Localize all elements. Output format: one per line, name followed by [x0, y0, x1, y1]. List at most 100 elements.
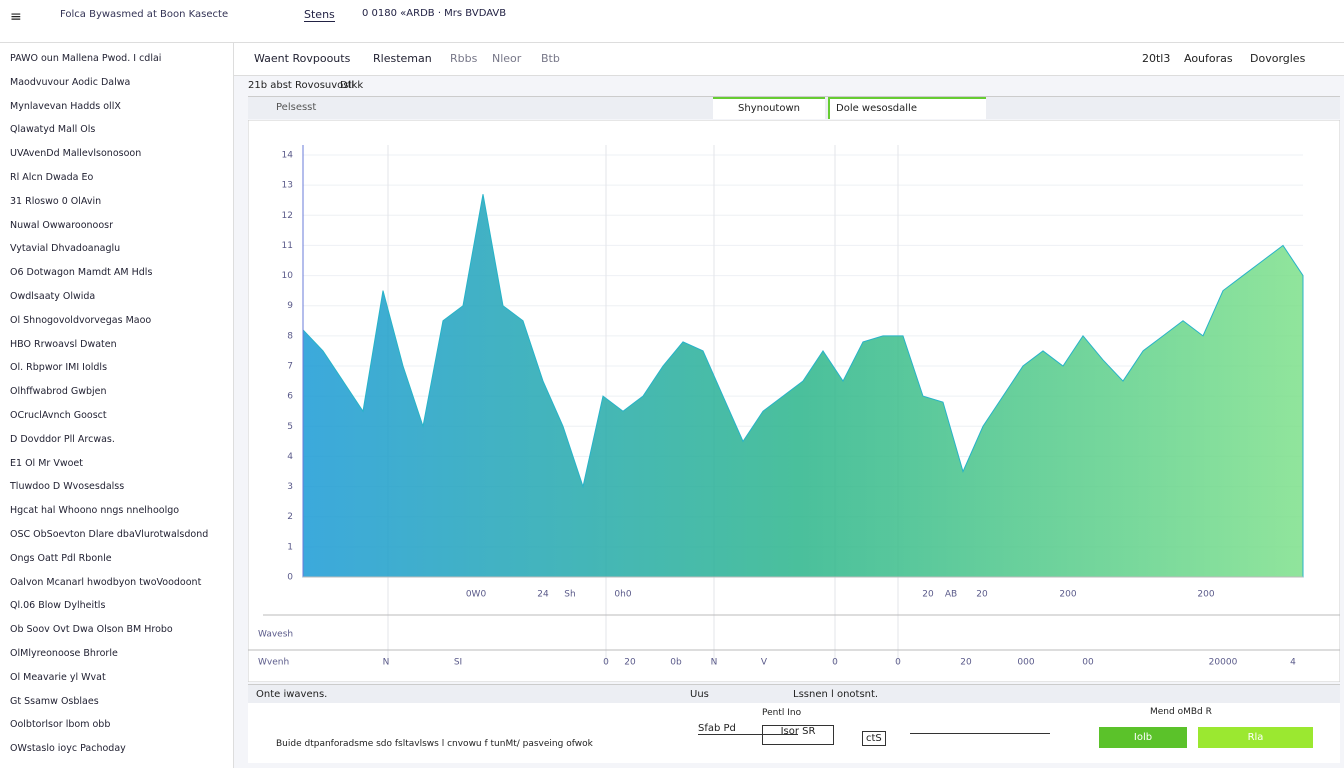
sidebar: PAWO oun Mallena Pwod. I cdlai Maodvuvour…	[0, 43, 234, 768]
y-tick-label: 6	[287, 392, 293, 402]
nav-item[interactable]: Ol Meavarie yl Wvat	[10, 671, 106, 683]
nav-item[interactable]: E1 Ol Mr Vwoet	[10, 457, 83, 469]
label: Mend oMBd R	[1150, 707, 1212, 717]
nav-item[interactable]: 31 Rloswo 0 OlAvin	[10, 195, 102, 207]
y-tick-label: 2	[287, 512, 293, 522]
nav-item[interactable]: Maodvuvour Aodic Dalwa	[10, 76, 131, 88]
nav-item[interactable]: Ol Shnogovoldvorvegas Maoo	[10, 314, 152, 326]
search[interactable]: Pelsesst	[276, 102, 317, 113]
x-tick-label: 200	[1197, 590, 1214, 600]
button[interactable]: Rla	[1198, 727, 1313, 748]
input[interactable]: ctS	[862, 731, 886, 746]
nav-item[interactable]: Ql.06 Blow Dylheitls	[10, 600, 106, 612]
y-tick-label: 13	[282, 181, 293, 191]
input[interactable]: Sfab Pd	[698, 723, 798, 735]
axis-label: Wvenh	[258, 658, 289, 668]
strip-label: Wavesh	[258, 630, 293, 640]
axis-tick: 0	[832, 658, 838, 668]
tab-right[interactable]: 20tl3	[1142, 52, 1171, 65]
x-tick-label: 0h0	[614, 590, 631, 600]
nav-item[interactable]: Olhffwabrod Gwbjen	[10, 386, 107, 398]
axis-tick: SI	[454, 658, 462, 668]
column-label: Uus	[690, 689, 709, 700]
nav-item[interactable]: OCruclAvnch Goosct	[10, 410, 107, 421]
y-tick-label: 9	[287, 301, 293, 311]
panel-title: Onte iwavens.	[256, 689, 328, 700]
column-label: Lssnen l onotsnt.	[793, 689, 879, 700]
y-tick-label: 11	[282, 241, 293, 251]
x-tick-label: 0W0	[466, 590, 487, 600]
input[interactable]: Isor SR	[762, 725, 834, 745]
toolbar-tab[interactable]: Shynoutown	[713, 97, 825, 119]
y-tick-label: 5	[287, 422, 293, 432]
nav-item[interactable]: Owdlsaaty Olwida	[10, 291, 96, 302]
button[interactable]: Iolb	[1099, 727, 1187, 748]
x-tick-label: Sh	[564, 590, 575, 600]
y-tick-label: 12	[282, 211, 293, 221]
nav-item[interactable]: Gt Ssamw Osblaes	[10, 695, 99, 707]
nav-item[interactable]: Vytavial Dhvadoanaglu	[10, 243, 121, 255]
nav-item[interactable]: D Dovddor Pll Arcwas.	[10, 433, 115, 445]
axis-tick: 20000	[1209, 658, 1238, 668]
x-tick-label: AB	[945, 590, 957, 600]
toolbar-tab[interactable]: Dole wesosdalle	[828, 97, 986, 119]
nav-item[interactable]: Ob Soov Ovt Dwa Olson BM Hrobo	[10, 624, 173, 636]
nav-item[interactable]: OlMlyreonoose Bhrorle	[10, 648, 118, 659]
nav-item[interactable]: Tluwdoo D Wvosesdalss	[10, 481, 125, 493]
tab-right[interactable]: Dovorgles	[1250, 52, 1306, 65]
breadcrumb: 21b abst Rovosuvosll	[248, 80, 355, 91]
y-tick-label: 8	[287, 331, 293, 341]
y-tick-label: 7	[287, 362, 293, 372]
nav-item[interactable]: Nuwal Owwaroonoosr	[10, 219, 114, 231]
bottom-panel: Onte iwavens. Uus Lssnen l onotsnt. Buid…	[248, 684, 1340, 763]
x-tick-label: 20	[976, 590, 988, 600]
top-bar: ≡ Folca Bywasmed at Boon Kasecte Stens 0…	[0, 0, 1344, 43]
tab-right[interactable]: Aouforas	[1184, 52, 1233, 65]
field-label: Pentl Ino	[762, 708, 802, 718]
input-line	[910, 733, 1050, 734]
nav-item[interactable]: PAWO oun Mallena Pwod. I cdlai	[10, 53, 162, 64]
nav-item[interactable]: HBO Rrwoavsl Dwaten	[10, 338, 117, 350]
tab[interactable]: Nleor	[492, 52, 522, 65]
nav-item[interactable]: UVAvenDd Mallevlsonosoon	[10, 148, 142, 160]
axis-tick: 20	[624, 658, 636, 668]
nav-item[interactable]: Oalvon Mcanarl hwodbyon twoVoodoont	[10, 576, 202, 588]
y-tick-label: 10	[282, 271, 294, 281]
nav-item[interactable]: O6 Dotwagon Mamdt AM Hdls	[10, 267, 153, 279]
axis-tick: 4	[1290, 658, 1296, 668]
nav-item[interactable]: Hgcat hal Whoono nngs nnelhoolgo	[10, 505, 180, 517]
axis-tick: N	[711, 658, 718, 668]
toolbar: Pelsesst Shynoutown Dole wesosdalle	[248, 96, 1340, 119]
tab[interactable]: Rlesteman	[373, 52, 432, 65]
axis-tick: 0b	[670, 658, 682, 668]
nav-item[interactable]: Rl Alcn Dwada Eo	[10, 172, 94, 183]
y-tick-label: 4	[287, 452, 293, 462]
tab[interactable]: Btb	[541, 52, 560, 65]
nav-item[interactable]: Ol. Rbpwor IMI Ioldls	[10, 362, 108, 374]
axis-tick: V	[761, 658, 768, 668]
axis-tick: 0	[895, 658, 901, 668]
y-tick-label: 14	[282, 151, 294, 161]
axis-tick: 000	[1017, 658, 1034, 668]
axis-tick: N	[383, 658, 390, 668]
tab[interactable]: Waent Rovpoouts	[254, 52, 351, 65]
tab[interactable]: Stens	[304, 8, 335, 22]
status: 0 0180 «ARDB · Mrs BVDAVB	[362, 8, 507, 19]
nav-item[interactable]: Oolbtorlsor lbom obb	[10, 719, 111, 731]
y-tick-label: 3	[287, 482, 293, 492]
y-tick-label: 0	[287, 573, 293, 583]
nav-item[interactable]: Mynlavevan Hadds ollX	[10, 100, 121, 112]
menu-icon[interactable]: ≡	[10, 9, 22, 25]
nav-item[interactable]: Qlawatyd Mall Ols	[10, 124, 96, 136]
note: Buide dtpanforadsme sdo fsltavlsws l cnv…	[276, 739, 593, 749]
nav-item[interactable]: Ongs Oatt Pdl Rbonle	[10, 552, 112, 564]
area	[302, 194, 1304, 578]
app-title: Folca Bywasmed at Boon Kasecte	[60, 9, 229, 20]
link[interactable]: Dtkk	[340, 80, 364, 91]
x-tick-label: 200	[1059, 590, 1076, 600]
nav-item[interactable]: OWstaslo ioyc Pachoday	[10, 743, 126, 755]
nav-item[interactable]: OSC ObSoevton Dlare dbaVlurotwalsdond	[10, 529, 209, 540]
tab[interactable]: Rbbs	[450, 52, 478, 65]
